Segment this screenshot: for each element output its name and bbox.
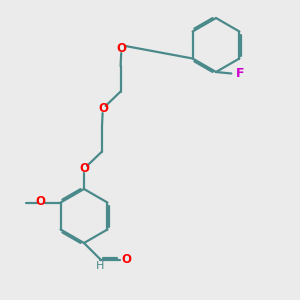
Text: O: O xyxy=(35,195,46,208)
Text: O: O xyxy=(122,253,132,266)
Text: O: O xyxy=(98,102,108,116)
Text: H: H xyxy=(95,261,104,271)
Text: O: O xyxy=(80,162,90,176)
Text: F: F xyxy=(236,67,244,80)
Text: O: O xyxy=(117,42,127,56)
